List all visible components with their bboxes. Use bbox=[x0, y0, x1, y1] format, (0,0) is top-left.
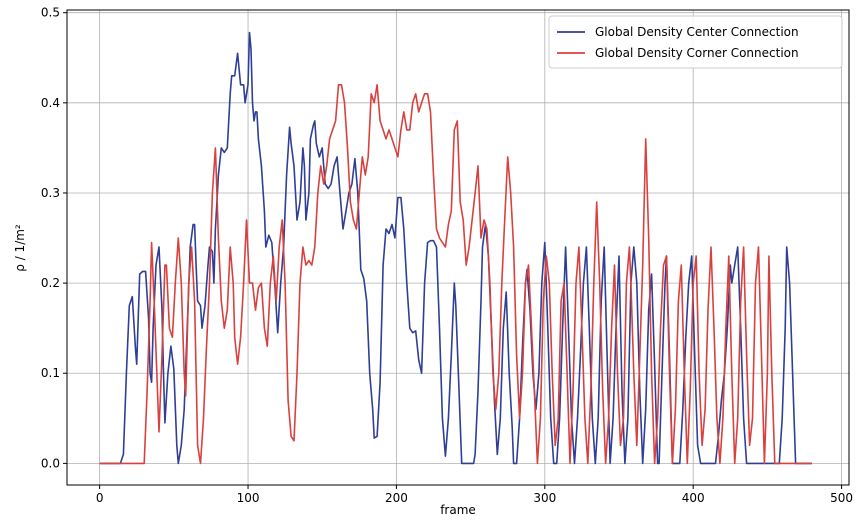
x-tick-label: 300 bbox=[533, 491, 556, 505]
x-tick-label: 100 bbox=[237, 491, 260, 505]
y-tick-label: 0.5 bbox=[41, 6, 60, 20]
legend: Global Density Center Connection Global D… bbox=[548, 15, 843, 69]
series-line-2 bbox=[99, 84, 812, 465]
legend-box bbox=[548, 15, 843, 69]
x-tick-label: 0 bbox=[96, 491, 104, 505]
legend-label: Global Density Center Connection bbox=[595, 25, 799, 39]
x-tick-label: 400 bbox=[682, 491, 705, 505]
y-tick-label: 0.1 bbox=[41, 366, 60, 380]
legend-label: Global Density Corner Connection bbox=[595, 46, 799, 60]
plot-frame bbox=[66, 9, 850, 486]
y-tick-label: 0.0 bbox=[41, 456, 60, 470]
y-tick-label: 0.4 bbox=[41, 96, 60, 110]
y-axis-label: ρ / 1/m² bbox=[13, 224, 27, 272]
y-tick-label: 0.3 bbox=[41, 186, 60, 200]
x-axis-label: frame bbox=[440, 503, 476, 517]
x-tick-label: 500 bbox=[830, 491, 853, 505]
ticks: 0 100 200 300 400 500 0.0 0.1 0.2 0.3 0.4 0.5 bbox=[41, 6, 853, 505]
series-layer bbox=[99, 31, 812, 465]
y-tick-label: 0.2 bbox=[41, 276, 60, 290]
series-line-1 bbox=[99, 31, 812, 465]
x-tick-label: 200 bbox=[385, 491, 408, 505]
